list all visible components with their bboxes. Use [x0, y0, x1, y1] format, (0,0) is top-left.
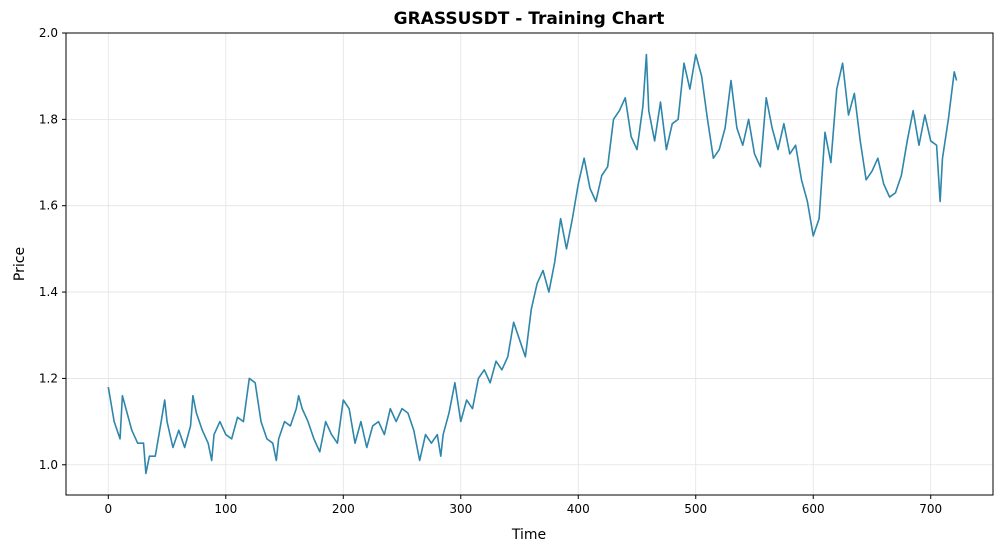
x-axis-label: Time — [511, 527, 546, 543]
y-tick-label: 2.0 — [39, 26, 58, 40]
y-tick-label: 1.0 — [39, 458, 58, 472]
plot-frame — [65, 32, 994, 496]
x-tick-label: 200 — [332, 502, 355, 516]
y-tick-label: 1.4 — [39, 285, 58, 299]
x-tick-label: 0 — [104, 502, 112, 516]
x-tick-label: 300 — [449, 502, 472, 516]
price-line — [107, 53, 958, 475]
chart-title: GRASSUSDT - Training Chart — [394, 9, 665, 29]
y-tick-label: 1.6 — [39, 199, 58, 213]
y-tick-label: 1.8 — [39, 112, 58, 126]
y-axis-label: Price — [12, 247, 28, 281]
x-tick-label: 500 — [684, 502, 707, 516]
y-tick-label: 1.2 — [39, 371, 58, 385]
x-tick-label: 400 — [567, 502, 590, 516]
x-tick-label: 700 — [919, 502, 942, 516]
x-tick-label: 600 — [802, 502, 825, 516]
plot-area: 0 100 200 300 400 500 600 700 1.0 1.2 1.4 1.6 1.8 2.0 — [39, 26, 993, 516]
x-tick-label: 100 — [214, 502, 237, 516]
